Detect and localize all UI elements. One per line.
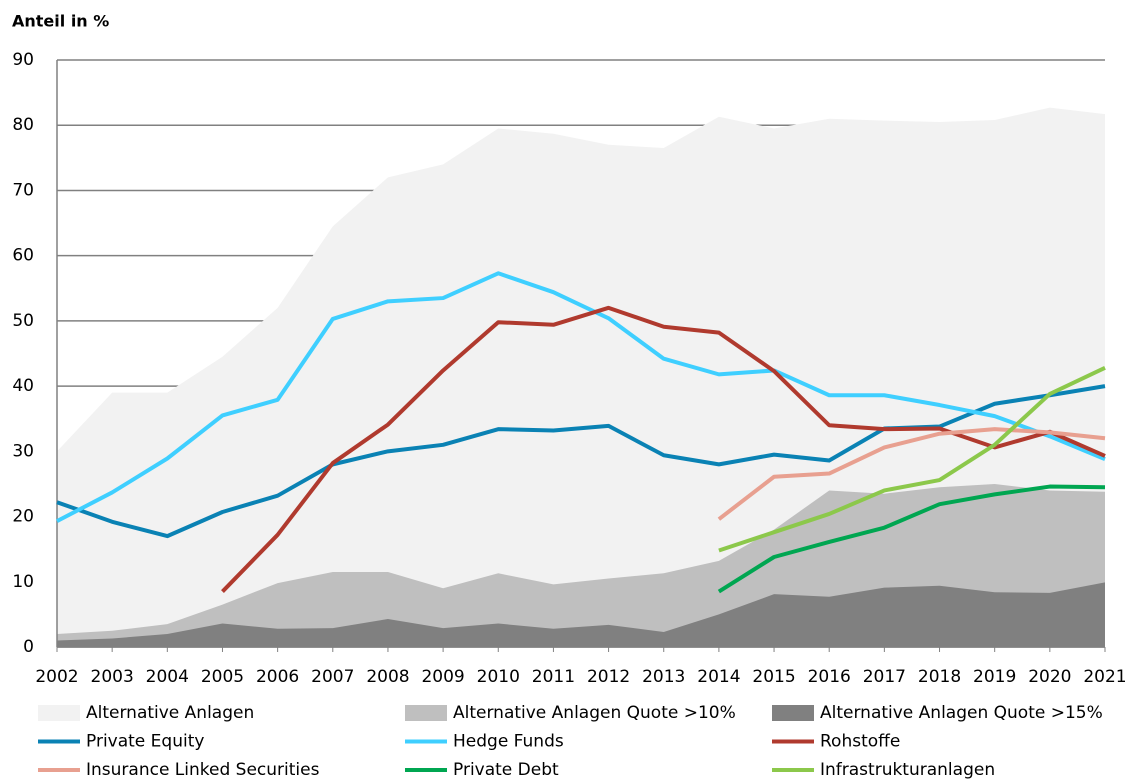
- legend-label: Rohstoffe: [820, 732, 900, 752]
- x-tick-label: 2020: [1028, 667, 1071, 687]
- y-tick-label: 60: [12, 246, 34, 266]
- x-tick-label: 2013: [642, 667, 685, 687]
- line: [718, 366, 1106, 553]
- x-tick-label: 2019: [973, 667, 1016, 687]
- x-tick-label: 2006: [256, 667, 299, 687]
- area: [57, 582, 1105, 647]
- legend-label: Hedge Funds: [453, 732, 564, 752]
- x-tick-label: 2015: [752, 667, 795, 687]
- chart-title: Anteil in %: [12, 12, 109, 31]
- x-tick-label: 2009: [421, 667, 464, 687]
- x-tick-label: 2016: [808, 667, 851, 687]
- line: [56, 271, 1106, 523]
- legend-label: Alternative Anlagen Quote >10%: [453, 703, 736, 723]
- y-tick-label: 50: [12, 311, 34, 331]
- x-tick-label: 2008: [366, 667, 409, 687]
- x-tick-label: 2005: [201, 667, 244, 687]
- legend-swatch: [38, 705, 80, 721]
- legend-label: Private Equity: [86, 732, 204, 752]
- y-tick-label: 40: [12, 376, 34, 396]
- legend-swatch: [405, 705, 447, 721]
- legend-label: Alternative Anlagen Quote >15%: [820, 703, 1103, 723]
- x-tick-label: 2003: [91, 667, 134, 687]
- y-tick-label: 20: [12, 507, 34, 527]
- legend-label: Infrastrukturanlagen: [820, 760, 995, 780]
- x-tick-label: 2012: [587, 667, 630, 687]
- y-tick-label: 90: [12, 50, 34, 70]
- legend-label: Private Debt: [453, 760, 559, 780]
- x-tick-label: 2007: [311, 667, 354, 687]
- x-tick-label: 2010: [477, 667, 520, 687]
- legend-swatch: [772, 705, 814, 721]
- legend-label: Insurance Linked Securities: [86, 760, 320, 780]
- legend-label: Alternative Anlagen: [86, 703, 254, 723]
- y-tick-label: 10: [12, 572, 34, 592]
- line: [717, 427, 1106, 521]
- x-tick-label: 2002: [35, 667, 78, 687]
- line: [717, 484, 1106, 594]
- y-tick-label: 70: [12, 180, 34, 200]
- x-tick-label: 2017: [863, 667, 906, 687]
- x-tick-label: 2011: [532, 667, 575, 687]
- x-tick-label: 2018: [918, 667, 961, 687]
- line: [221, 305, 1106, 593]
- y-tick-label: 30: [12, 441, 34, 461]
- x-tick-label: 2004: [146, 667, 189, 687]
- y-tick-label: 80: [12, 115, 34, 135]
- x-tick-label: 2014: [697, 667, 740, 687]
- y-tick-label: 0: [23, 637, 34, 657]
- x-tick-label: 2021: [1083, 667, 1126, 687]
